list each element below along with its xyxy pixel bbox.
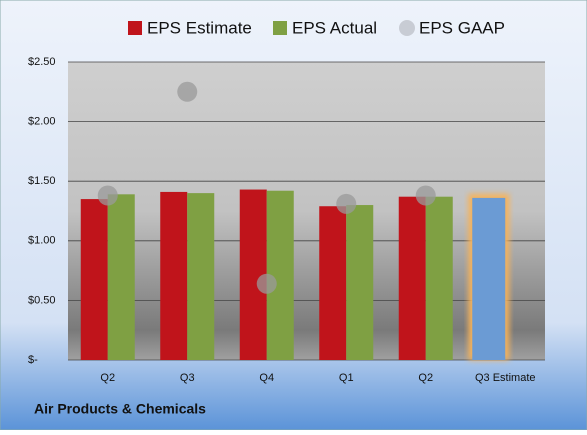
- legend-swatch: [399, 20, 415, 36]
- y-tick-label: $-: [28, 354, 38, 366]
- x-tick-label: Q2: [418, 372, 433, 384]
- gaap-point: [177, 81, 198, 102]
- x-tick-label: Q2: [100, 372, 115, 384]
- bar: [425, 196, 453, 360]
- bar: [107, 194, 135, 360]
- bar: [239, 189, 267, 360]
- gaap-point: [256, 273, 277, 294]
- y-tick-label: $1.50: [28, 175, 56, 187]
- y-tick-label: $1.00: [28, 235, 56, 247]
- bar: [319, 206, 347, 360]
- chart-title: Air Products & Chemicals: [34, 401, 206, 417]
- bar: [346, 205, 374, 360]
- bar: [472, 197, 506, 360]
- gaap-point: [336, 193, 357, 214]
- bar: [187, 193, 215, 360]
- gaap-point: [97, 185, 118, 206]
- bar: [160, 191, 188, 360]
- legend-swatch: [128, 21, 142, 35]
- legend: EPS Estimate EPS Actual EPS GAAP: [128, 18, 505, 37]
- x-tick-label: Q1: [339, 372, 354, 384]
- legend-label: EPS Actual: [292, 18, 377, 37]
- bar: [398, 196, 426, 360]
- gaap-point: [415, 185, 436, 206]
- plot-area: [68, 62, 545, 360]
- legend-label: EPS Estimate: [147, 18, 252, 37]
- y-tick-label: $0.50: [28, 294, 56, 306]
- x-tick-label: Q3: [180, 372, 195, 384]
- legend-swatch: [273, 21, 287, 35]
- x-tick-label: Q3 Estimate: [475, 372, 536, 384]
- y-tick-label: $2.00: [28, 116, 56, 128]
- y-tick-label: $2.50: [28, 56, 56, 68]
- x-tick-label: Q4: [259, 372, 274, 384]
- bar: [80, 199, 108, 360]
- legend-label: EPS GAAP: [419, 18, 505, 37]
